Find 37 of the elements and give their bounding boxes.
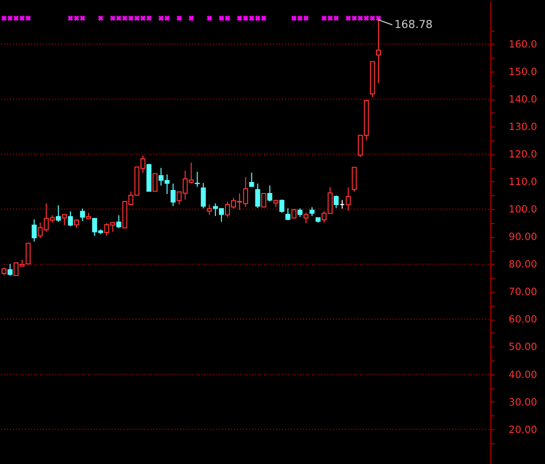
y-tick-label: 90.00 [508, 232, 538, 244]
candlestick [194, 171, 200, 188]
candlestick [352, 166, 357, 192]
candlestick [8, 263, 13, 276]
candlestick [267, 184, 272, 202]
candlestick [80, 208, 86, 222]
y-tick-label: 80.00 [508, 260, 538, 271]
candlestick [32, 218, 37, 242]
y-tick-label: 50.00 [508, 342, 538, 354]
y-tick-label: 160.0 [508, 40, 538, 51]
y-tick-label: 40.00 [508, 370, 538, 381]
candlestick [116, 214, 122, 229]
candlestick [152, 173, 158, 192]
y-tick-label: 60.00 [508, 314, 538, 326]
candlestick [304, 212, 308, 224]
candlestick [68, 210, 73, 227]
candlestick [170, 183, 176, 207]
y-tick-label: 70.00 [508, 287, 538, 298]
y-tick-label: 110.0 [508, 177, 538, 188]
candlestick [200, 182, 206, 209]
candlestick [261, 192, 266, 208]
y-tick-label: 20.00 [508, 424, 538, 436]
candlestick [62, 214, 67, 226]
candlestick [255, 183, 260, 209]
y-tick-label: 100.0 [508, 204, 538, 216]
annotation: 168.78 [394, 18, 433, 31]
candlestick [249, 172, 254, 187]
y-tick-label: 120.0 [508, 150, 538, 161]
candlestick [206, 204, 212, 216]
candlestick [346, 186, 351, 212]
candlestick [334, 194, 339, 209]
y-tick-label: 150.0 [508, 67, 538, 78]
y-tick-label: 140.0 [508, 94, 538, 106]
y-tick-label: 130.0 [508, 122, 538, 134]
candlestick [56, 204, 61, 222]
y-tick-label: 30.00 [508, 397, 538, 408]
candlestick [279, 199, 284, 214]
